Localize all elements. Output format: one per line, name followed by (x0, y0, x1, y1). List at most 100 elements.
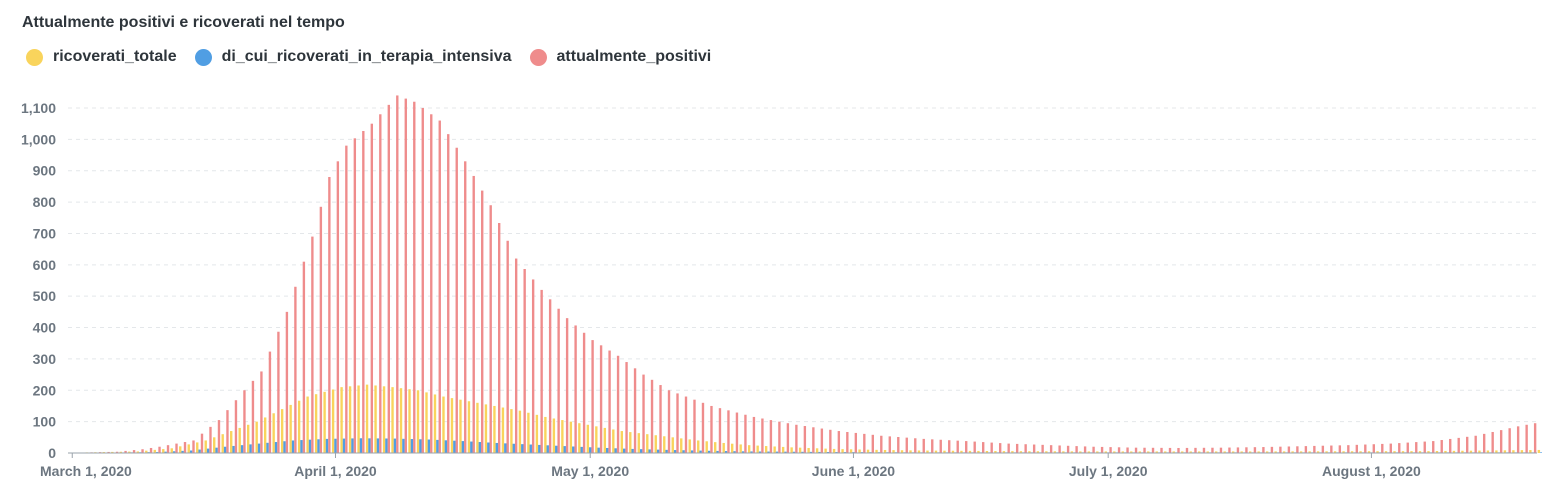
bar-ricoverati-totale (1113, 451, 1116, 453)
bar-ricoverati-totale (255, 421, 258, 453)
bar-ricoverati-totale (680, 438, 683, 453)
bar-ricoverati-totale (297, 400, 301, 453)
bar-attualmente-positivi (1032, 444, 1036, 453)
bar-terapia-intensiva (682, 450, 685, 453)
bar-ricoverati-totale (1070, 451, 1074, 453)
bar-ricoverati-totale (331, 389, 335, 453)
bar-ricoverati-totale (790, 447, 793, 453)
bar-attualmente-positivi (914, 438, 917, 453)
x-tick-label: March 1, 2020 (40, 463, 132, 479)
bar-terapia-intensiva (453, 440, 456, 453)
bar-ricoverati-totale (510, 409, 513, 453)
y-tick-label: 300 (33, 351, 57, 367)
bar-ricoverati-totale (391, 387, 394, 453)
bar-attualmente-positivi (234, 400, 238, 453)
bar-ricoverati-totale (1147, 451, 1150, 453)
bar-ricoverati-totale (1350, 451, 1354, 453)
bar-attualmente-positivi (727, 410, 730, 453)
bar-terapia-intensiva (767, 451, 770, 453)
bar-terapia-intensiva (572, 446, 575, 453)
bar-attualmente-positivi (209, 426, 212, 453)
y-tick-label: 200 (33, 382, 57, 398)
bar-attualmente-positivi (345, 145, 348, 454)
bar-ricoverati-totale (111, 451, 114, 453)
bar-attualmente-positivi (1168, 447, 1172, 453)
bar-ricoverati-totale (773, 446, 776, 453)
x-tick-label: April 1, 2020 (294, 463, 377, 479)
legend-item-attualmente-positivi[interactable]: attualmente_positivi (529, 48, 711, 66)
bar-ricoverati-totale (213, 437, 216, 453)
bar-ricoverati-totale (136, 451, 139, 453)
bar-ricoverati-totale (238, 427, 241, 453)
bar-attualmente-positivi (1482, 433, 1486, 453)
bar-ricoverati-totale (798, 447, 802, 453)
bar-ricoverati-totale (1342, 451, 1345, 453)
bar-ricoverati-totale (892, 450, 895, 453)
bar-attualmente-positivi (1398, 443, 1401, 453)
bar-attualmente-positivi (158, 446, 161, 453)
bar-ricoverati-totale (866, 449, 870, 453)
bar-attualmente-positivi (1364, 444, 1367, 453)
bar-attualmente-positivi (956, 440, 959, 453)
bar-terapia-intensiva (206, 448, 210, 453)
legend-item-terapia-intensiva[interactable]: di_cui_ricoverati_in_terapia_intensiva (194, 48, 512, 66)
bar-ricoverati-totale (841, 449, 844, 453)
bar-terapia-intensiva (606, 447, 609, 453)
bar-ricoverati-totale (603, 427, 607, 453)
bar-attualmente-positivi (336, 161, 340, 453)
bar-ricoverati-totale (900, 450, 904, 453)
bar-terapia-intensiva (716, 450, 719, 453)
bar-attualmente-positivi (846, 431, 849, 453)
bar-terapia-intensiva (249, 444, 252, 453)
bar-ricoverati-totale (1130, 451, 1133, 453)
bar-ricoverati-totale (527, 412, 530, 453)
bar-terapia-intensiva (257, 443, 261, 453)
legend-label: di_cui_ricoverati_in_terapia_intensiva (221, 48, 512, 65)
bar-attualmente-positivi (1415, 442, 1418, 453)
bar-attualmente-positivi (328, 177, 331, 453)
bar-attualmente-positivi (982, 442, 985, 453)
bar-terapia-intensiva (699, 450, 702, 453)
bar-terapia-intensiva (818, 451, 821, 453)
bar-ricoverati-totale (1248, 451, 1252, 453)
bar-attualmente-positivi (693, 399, 696, 453)
bar-attualmente-positivi (1160, 447, 1163, 453)
bar-ricoverati-totale (1053, 451, 1057, 453)
bar-ricoverati-totale (731, 443, 734, 453)
bar-ricoverati-totale (1427, 451, 1430, 453)
bar-ricoverati-totale (145, 450, 148, 453)
bar-attualmente-positivi (1440, 440, 1443, 453)
bar-terapia-intensiva (487, 442, 490, 453)
bar-attualmente-positivi (1049, 445, 1053, 453)
bar-ricoverati-totale (1138, 451, 1141, 453)
bar-ricoverati-totale (1410, 451, 1413, 453)
bar-attualmente-positivi (192, 440, 195, 453)
bar-attualmente-positivi (761, 418, 764, 453)
bar-ricoverati-totale (1019, 451, 1023, 453)
bar-attualmente-positivi (1406, 442, 1409, 453)
bar-ricoverati-totale (697, 440, 700, 453)
y-tick-label: 1,100 (21, 100, 56, 116)
bar-attualmente-positivi (1219, 447, 1223, 453)
bar-attualmente-positivi (625, 362, 628, 453)
bar-ricoverati-totale (442, 396, 445, 453)
bar-terapia-intensiva (801, 451, 804, 453)
bar-terapia-intensiva (495, 442, 499, 453)
bar-attualmente-positivi (1100, 446, 1104, 453)
bar-attualmente-positivi (1228, 447, 1231, 453)
bar-attualmente-positivi (778, 421, 781, 453)
bar-ricoverati-totale (1333, 451, 1337, 453)
bar-ricoverati-totale (1512, 450, 1515, 453)
bar-attualmente-positivi (973, 441, 976, 453)
bar-ricoverati-totale (934, 450, 938, 453)
bar-ricoverati-totale (1045, 451, 1048, 453)
bar-terapia-intensiva (427, 439, 431, 453)
bar-ricoverati-totale (365, 384, 369, 453)
bar-ricoverati-totale (629, 432, 632, 453)
bar-terapia-intensiva (300, 440, 303, 453)
bar-attualmente-positivi (124, 450, 127, 453)
bar-attualmente-positivi (438, 120, 441, 453)
legend-item-ricoverati-totale[interactable]: ricoverati_totale (26, 48, 177, 66)
bar-terapia-intensiva (826, 451, 830, 453)
bar-attualmente-positivi (1041, 444, 1044, 453)
